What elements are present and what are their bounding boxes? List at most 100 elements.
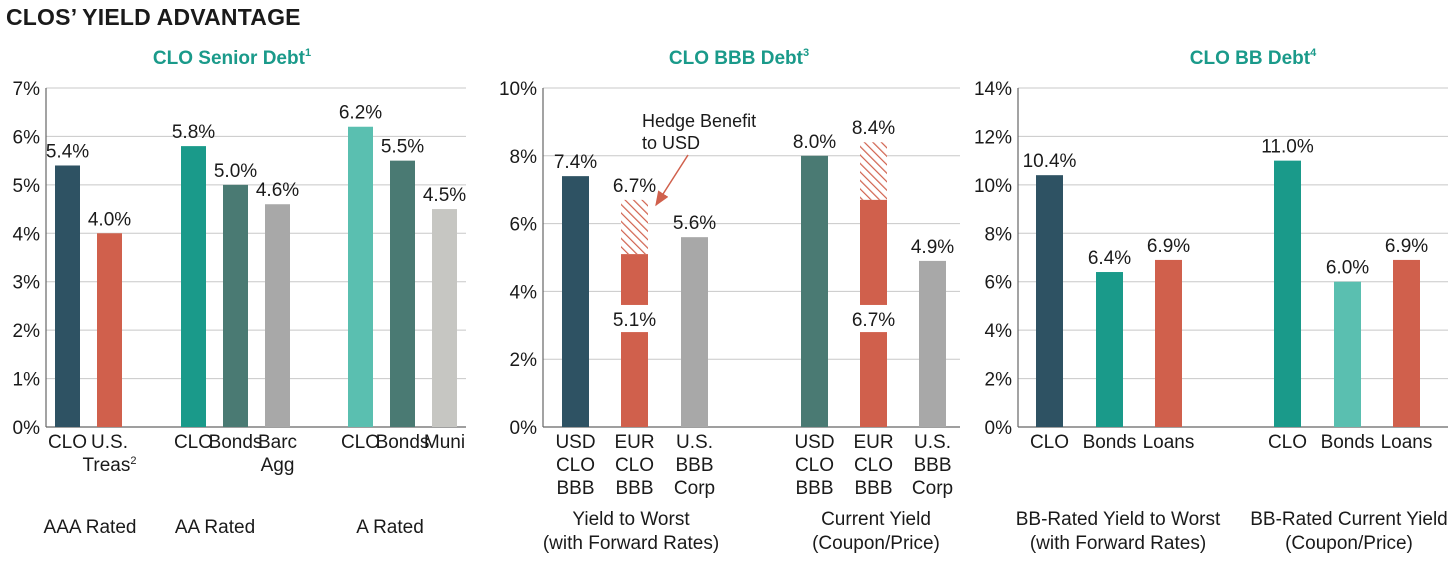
bar: [1274, 160, 1301, 427]
panel-title: CLO Senior Debt1: [153, 47, 311, 69]
x-category-label: Barc: [258, 432, 297, 453]
x-category-label: Corp: [912, 478, 953, 499]
x-category-label: BBB: [854, 478, 892, 499]
annotation-text: to USD: [642, 133, 700, 153]
group-label: (Coupon/Price): [812, 533, 940, 554]
data-label: 4.5%: [423, 185, 466, 206]
y-tick-label: 0%: [985, 418, 1013, 439]
bar: [562, 176, 589, 427]
x-category-label: Loans: [1143, 432, 1195, 453]
bar: [265, 204, 290, 427]
group-label: AAA Rated: [44, 517, 137, 538]
x-category-label: CLO: [795, 455, 834, 476]
x-category-label: CLO: [1268, 432, 1307, 453]
x-category-label: BBB: [675, 455, 713, 476]
x-category-label: Bonds: [1083, 432, 1137, 453]
x-category-label: BBB: [913, 455, 951, 476]
x-category-label: Corp: [674, 478, 715, 499]
bar: [801, 155, 828, 428]
page-title: CLOS’ YIELD ADVANTAGE: [6, 4, 301, 30]
data-label: 5.8%: [172, 122, 215, 143]
x-category-label: CLO: [48, 432, 87, 453]
annotation-text: Hedge Benefit: [642, 111, 756, 131]
group-label: Current Yield: [821, 509, 931, 530]
data-label: 4.0%: [88, 209, 131, 230]
x-category-label: Muni: [424, 432, 465, 453]
panel-title: CLO BBB Debt3: [669, 47, 809, 69]
panel-title: CLO BB Debt4: [1190, 47, 1317, 69]
bar: [621, 332, 648, 427]
chart-panel-1: CLO Senior Debt1 0% 1% 2% 3% 4% 5% 6% 7% 5.4% CLO 4…: [13, 47, 467, 538]
data-label: 6.4%: [1088, 248, 1131, 269]
bar: [223, 184, 248, 427]
data-label: 6.7%: [613, 176, 656, 197]
bar: [621, 254, 648, 305]
group-label: (with Forward Rates): [543, 533, 719, 554]
x-category-label: Bonds: [209, 432, 263, 453]
x-category-label: USD: [794, 432, 834, 453]
data-label: 5.0%: [214, 161, 257, 182]
y-tick-label: 0%: [13, 418, 41, 439]
bar: [1334, 281, 1361, 427]
bar: [181, 146, 206, 427]
data-label: 6.9%: [1147, 236, 1190, 257]
x-category-label: BBB: [795, 478, 833, 499]
y-tick-label: 6%: [510, 215, 538, 236]
x-category-label: U.S.: [914, 432, 951, 453]
y-tick-label: 8%: [985, 224, 1013, 245]
x-category-label: CLO: [854, 455, 893, 476]
annotation-arrow: [655, 154, 689, 207]
chart-panel-2: CLO BBB Debt30%2%4%6%8%10%7.4%USDCLOBBB6…: [499, 47, 960, 554]
hedge-benefit-segment: [860, 142, 887, 200]
data-label-inner: 6.7%: [852, 310, 895, 331]
group-label: (Coupon/Price): [1285, 533, 1413, 554]
bar: [681, 237, 708, 427]
x-category-label: Bonds: [376, 432, 430, 453]
group-label: BB-Rated Current Yield: [1250, 509, 1448, 530]
data-label: 4.9%: [911, 237, 954, 258]
y-tick-label: 14%: [974, 79, 1012, 100]
data-label: 8.0%: [793, 132, 836, 153]
bar: [919, 260, 946, 427]
bar: [390, 160, 415, 427]
group-label: A Rated: [356, 517, 424, 538]
bar: [860, 199, 887, 305]
y-tick-label: 4%: [985, 321, 1013, 342]
y-tick-label: 7%: [13, 79, 41, 100]
y-tick-label: 8%: [510, 147, 538, 168]
y-tick-label: 10%: [499, 79, 537, 100]
x-category-label: CLO: [615, 455, 654, 476]
x-category-label: Treas2: [83, 455, 137, 476]
y-tick-label: 0%: [510, 418, 538, 439]
x-category-label: Loans: [1381, 432, 1433, 453]
x-category-label: CLO: [556, 455, 595, 476]
y-tick-label: 1%: [13, 370, 41, 391]
chart-panel-3: CLO BB Debt4 0% 2% 4% 6% 8% 10% 12% 14% 10.4% CLO 6…: [974, 47, 1448, 554]
bar: [1155, 259, 1182, 427]
group-label: BB-Rated Yield to Worst: [1016, 509, 1221, 530]
data-label: 7.4%: [554, 152, 597, 173]
x-category-label: BBB: [615, 478, 653, 499]
x-category-label: CLO: [174, 432, 213, 453]
data-label: 6.9%: [1385, 236, 1428, 257]
y-tick-label: 3%: [13, 273, 41, 294]
data-label-inner: 5.1%: [613, 310, 656, 331]
data-label: 8.4%: [852, 118, 895, 139]
bar: [1096, 272, 1123, 427]
y-tick-label: 2%: [13, 321, 41, 342]
bar: [55, 165, 80, 427]
bar: [348, 126, 373, 427]
x-category-label: EUR: [853, 432, 893, 453]
x-category-label: CLO: [341, 432, 380, 453]
y-tick-label: 2%: [510, 350, 538, 371]
bar: [432, 209, 457, 427]
x-category-label: Agg: [261, 455, 295, 476]
bar: [1036, 175, 1063, 427]
y-tick-label: 4%: [13, 224, 41, 245]
data-label: 6.0%: [1326, 258, 1369, 279]
y-tick-label: 2%: [985, 370, 1013, 391]
y-tick-label: 10%: [974, 176, 1012, 197]
bar: [97, 233, 122, 427]
bar: [1393, 259, 1420, 427]
